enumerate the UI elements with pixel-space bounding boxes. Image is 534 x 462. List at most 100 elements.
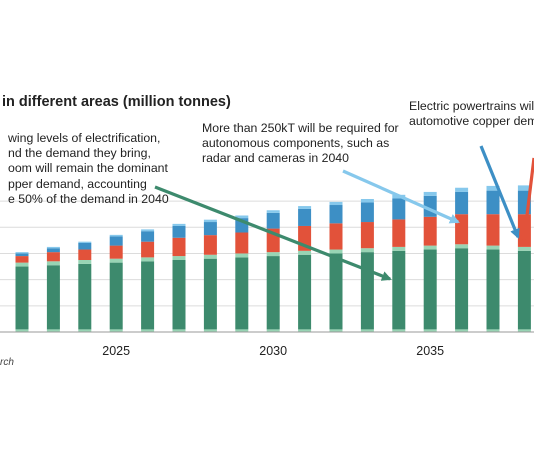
bar-segment-s5 [455,191,469,215]
bar-segment-s6 [517,185,531,191]
bar-segment-s3 [141,257,155,262]
bar-segment-s1 [423,329,437,332]
bar-segment-s2 [455,248,469,330]
annotation-right: Electric powertrains will automotive cop… [409,99,534,129]
bar-segment-s2 [392,250,406,330]
bar-segment-s2 [203,258,217,330]
bar-segment-s2 [172,260,186,330]
bar-segment-s1 [109,329,123,332]
bar-segment-s1 [15,329,29,332]
bar-segment-s4 [423,216,437,246]
annotation-middle-line: More than 250kT will be required for [202,121,399,135]
annotation-left-line: wing levels of electrification, [8,131,161,145]
bar-segment-s3 [78,260,92,264]
bar-segment-s3 [329,249,343,254]
bar-segment-s5 [78,242,92,250]
bar-segment-s6 [455,187,469,192]
bar-segment-s3 [203,254,217,259]
bar-segment-s5 [266,212,280,229]
x-tick-label: 2025 [102,344,130,358]
bar-segment-s3 [298,250,312,255]
bar-segment-s4 [46,252,60,262]
bar-segment-s1 [141,329,155,332]
bar-segment-s3 [517,246,531,251]
bar-segment-s3 [46,261,60,266]
bar-segment-s2 [141,261,155,330]
chart-title: in different areas (million tonnes) [2,94,231,110]
bar-segment-s3 [486,245,500,250]
bar-segment-s3 [455,244,469,249]
annotation-left-line: pper demand, accounting [8,176,147,191]
bar-segment-s5 [329,205,343,224]
x-tick-labels: 2025203020352040 [102,344,444,358]
bar-segment-s5 [298,208,312,226]
source-note: rch [0,357,14,368]
bar-segment-s2 [235,257,249,330]
bar-segment-s2 [423,249,437,330]
bar-segment-s3 [109,258,123,263]
bar-segment-s5 [109,236,123,246]
bar-segment-s4 [486,214,500,246]
bar-segment-s1 [172,329,186,332]
bar-segment-s4 [203,235,217,255]
bar-segment-s6 [109,234,123,237]
bar-segment-s6 [46,246,60,249]
arrow-autonomous-components [342,169,460,224]
bar-segment-s4 [172,237,186,257]
bar-segment-s4 [235,232,249,254]
annotation-left: wing levels of electrification, nd the d… [8,131,169,207]
bar-segment-s3 [360,248,374,253]
annotation-left-line: oom will remain the dominant [8,161,168,176]
annotation-left-line: e 50% of the demand in 2040 [8,191,169,206]
bar-segment-s1 [266,329,280,332]
arrow-electric-powertrains [479,145,520,239]
bar-segment-s6 [172,223,186,226]
bar-segment-s4 [392,219,406,247]
bar-segment-s3 [15,262,29,267]
bar-segment-s2 [109,262,123,330]
bar-segment-s3 [172,256,186,260]
bar-segment-s2 [78,263,92,330]
bar-segment-s5 [172,225,186,238]
bar-segment-s4 [15,256,29,263]
bar-segment-s1 [455,329,469,332]
bar-segment-s1 [235,329,249,332]
annotation-middle: More than 250kT will be required for aut… [202,121,399,167]
bar-segment-s5 [203,222,217,236]
bar-segment-s6 [329,201,343,206]
bar-segment-s1 [78,329,92,332]
bar-segment-s4 [329,223,343,250]
bar-segment-s6 [298,206,312,209]
bar-segment-s5 [141,231,155,242]
bar-segment-s6 [78,241,92,243]
bar-segment-s6 [266,210,280,213]
bar-segment-s6 [486,185,500,191]
arrow-powertrain-demand [154,185,392,281]
bar-segment-s6 [141,229,155,232]
bar-segment-s1 [392,329,406,332]
annotation-middle-line: autonomous components, such as [202,136,390,151]
annotation-middle-line: radar and cameras in 2040 [202,151,349,166]
bar-segment-s2 [266,256,280,330]
bar-segment-s2 [15,266,29,330]
bar-segment-s2 [486,249,500,330]
bar-segment-s3 [423,245,437,250]
bar-segment-s4 [141,241,155,258]
bar-segment-s1 [46,329,60,332]
bar-segment-s5 [46,248,60,253]
bar-segment-s6 [235,215,249,219]
bar-segment-s5 [15,253,29,257]
bar-segment-s1 [486,329,500,332]
bar-segment-s6 [360,198,374,203]
bar-segment-s4 [360,222,374,249]
bar-segment-s6 [423,191,437,196]
bar-segment-s1 [360,329,374,332]
bar-segment-s2 [298,254,312,330]
bar-segment-s6 [203,219,217,223]
bar-segment-s4 [78,249,92,260]
bar-segment-s5 [360,202,374,223]
bar-segment-s2 [517,250,531,330]
annotation-right-line: Electric powertrains will [409,99,534,113]
bar-segment-s2 [46,265,60,330]
